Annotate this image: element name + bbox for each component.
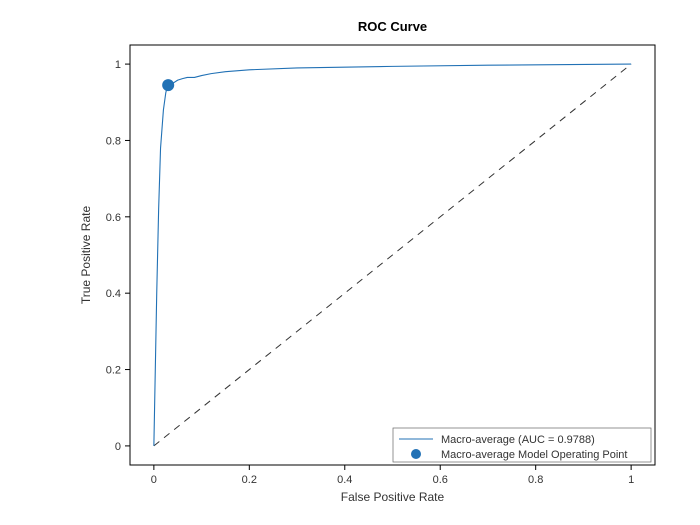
roc-chart: ROC Curve 00.20.40.60.81 00.20.40.60.81 … bbox=[0, 0, 700, 525]
x-tick-label: 0.2 bbox=[242, 474, 257, 486]
legend-label: Macro-average Model Operating Point bbox=[441, 449, 627, 461]
y-tick-label: 1 bbox=[115, 59, 121, 71]
x-axis-label: False Positive Rate bbox=[341, 490, 445, 504]
y-tick-label: 0.2 bbox=[106, 365, 121, 377]
y-ticks: 0 0.2 0.4 0.6 0.8 1 bbox=[106, 59, 130, 453]
y-tick-label: 0.6 bbox=[106, 212, 121, 224]
y-tick-label: 0.8 bbox=[106, 135, 121, 147]
y-tick-label: 0.4 bbox=[106, 288, 121, 300]
x-tick-label: 0 bbox=[151, 474, 157, 486]
x-tick-label: 1 bbox=[628, 474, 634, 486]
legend-marker-icon bbox=[411, 449, 421, 459]
diagonal-reference-line bbox=[154, 64, 631, 446]
legend-label: Macro-average (AUC = 0.9788) bbox=[441, 434, 595, 446]
y-axis-label: True Positive Rate bbox=[79, 206, 93, 305]
chart-title: ROC Curve bbox=[358, 19, 427, 34]
x-tick-label: 0.8 bbox=[528, 474, 543, 486]
operating-point-marker bbox=[162, 79, 174, 91]
x-tick-label: 0.6 bbox=[433, 474, 448, 486]
legend: Macro-average (AUC = 0.9788) Macro-averag… bbox=[393, 428, 651, 462]
x-tick-label: 0.4 bbox=[337, 474, 352, 486]
x-ticks: 0 0.2 0.4 0.6 0.8 1 bbox=[151, 465, 634, 486]
y-tick-label: 0 bbox=[115, 441, 121, 453]
